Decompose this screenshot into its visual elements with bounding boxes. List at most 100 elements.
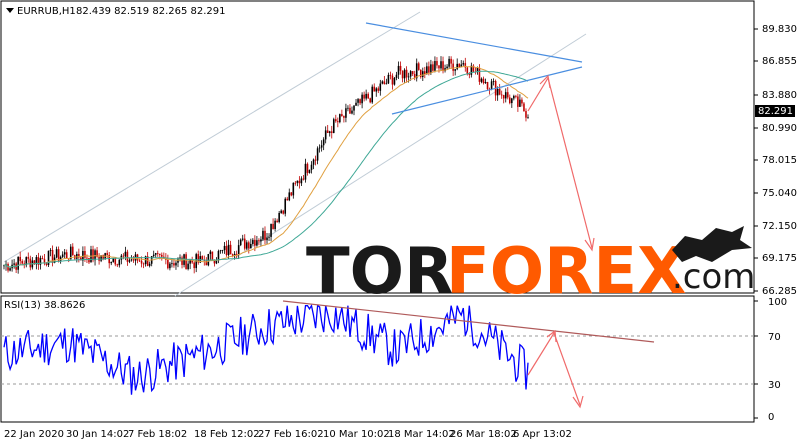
candle-body bbox=[405, 69, 408, 78]
candle-body bbox=[519, 99, 521, 107]
price-tick: 72.150 bbox=[762, 221, 797, 232]
candle-body bbox=[426, 66, 428, 75]
candle-body bbox=[324, 130, 327, 140]
candle-body bbox=[209, 251, 212, 255]
candle-body bbox=[102, 255, 104, 259]
candle-body bbox=[440, 61, 442, 69]
channel-upper-line[interactable] bbox=[3, 11, 421, 263]
candle-body bbox=[274, 220, 276, 229]
candle-body bbox=[490, 81, 493, 90]
candle-body bbox=[245, 242, 248, 249]
candle-body bbox=[128, 260, 131, 262]
candle-body bbox=[399, 65, 402, 71]
candle-body bbox=[280, 210, 282, 213]
candle-body bbox=[316, 148, 319, 161]
candle-body bbox=[320, 145, 323, 148]
price-tick: 66.285 bbox=[762, 286, 797, 297]
rsi-panel-frame bbox=[0, 295, 755, 423]
candle-body bbox=[391, 75, 394, 85]
rsi-trendline[interactable] bbox=[282, 300, 655, 343]
candle-body bbox=[254, 239, 256, 246]
candle-body bbox=[448, 58, 450, 67]
candle-body bbox=[219, 250, 222, 252]
candle-body bbox=[130, 259, 133, 261]
candle-body bbox=[375, 88, 378, 92]
candle-body bbox=[270, 223, 272, 237]
candle-body bbox=[100, 255, 102, 261]
candle-body bbox=[33, 260, 36, 265]
candle-body bbox=[140, 260, 143, 264]
candle-body bbox=[446, 66, 448, 69]
candle-body bbox=[310, 164, 313, 170]
candle-body bbox=[225, 245, 228, 256]
candle-body bbox=[41, 258, 44, 259]
svg-text:27 Feb 16:02: 27 Feb 16:02 bbox=[258, 429, 324, 440]
candle-body bbox=[371, 86, 374, 103]
svg-text:18 Feb 12:02: 18 Feb 12:02 bbox=[194, 429, 260, 440]
candle-body bbox=[152, 254, 155, 257]
svg-text:10 Mar 10:02: 10 Mar 10:02 bbox=[323, 429, 390, 440]
candle-body bbox=[154, 253, 157, 255]
price-tick: 86.855 bbox=[762, 56, 797, 67]
candle-body bbox=[88, 257, 90, 263]
candle-body bbox=[296, 180, 299, 183]
candle-body bbox=[256, 240, 258, 246]
candle-body bbox=[432, 64, 434, 71]
candle-body bbox=[476, 67, 479, 72]
candle-body bbox=[482, 78, 485, 84]
candle-body bbox=[508, 97, 511, 104]
triangle-upper-trendline[interactable] bbox=[365, 22, 583, 63]
candle-body bbox=[235, 253, 238, 255]
candle-body bbox=[521, 99, 523, 104]
candle-body bbox=[146, 256, 149, 266]
candle-body bbox=[308, 169, 311, 173]
ohlc-values: 82.439 82.519 82.265 82.291 bbox=[76, 6, 226, 17]
candle-body bbox=[205, 260, 208, 266]
candle-body bbox=[65, 252, 68, 258]
candle-body bbox=[326, 130, 329, 134]
candle-body bbox=[349, 107, 351, 114]
candle-body bbox=[124, 251, 127, 257]
candle-body bbox=[96, 250, 98, 257]
candle-body bbox=[383, 81, 386, 85]
candle-body bbox=[337, 121, 339, 123]
candle-body bbox=[71, 246, 74, 256]
candle-body bbox=[500, 94, 503, 96]
candle-body bbox=[393, 77, 396, 85]
candle-body bbox=[355, 102, 357, 106]
candle-body bbox=[381, 81, 384, 84]
time-axis: 22 Jan 2020 30 Jan 14:02 7 Feb 18:02 18 … bbox=[4, 429, 572, 440]
candle-body bbox=[351, 110, 353, 114]
candle-body bbox=[480, 78, 483, 82]
candle-body bbox=[167, 259, 169, 269]
candle-body bbox=[61, 254, 64, 257]
candle-body bbox=[76, 254, 78, 259]
candle-body bbox=[436, 61, 438, 66]
candle-body bbox=[377, 88, 380, 91]
candle-body bbox=[252, 239, 254, 244]
candle-body bbox=[223, 245, 226, 251]
triangle-lower-trendline[interactable] bbox=[391, 66, 583, 115]
candle-body bbox=[122, 255, 125, 257]
candle-body bbox=[108, 254, 111, 264]
candle-body bbox=[86, 257, 88, 259]
candle-body bbox=[298, 180, 301, 184]
candle-body bbox=[318, 147, 321, 149]
candle-body bbox=[341, 114, 343, 117]
candle-body bbox=[37, 257, 40, 265]
candle-body bbox=[19, 256, 21, 262]
candle-body bbox=[464, 63, 467, 68]
candle-body bbox=[517, 96, 519, 107]
symbol-dropdown-icon[interactable] bbox=[6, 8, 14, 13]
candle-body bbox=[454, 69, 456, 71]
candle-body bbox=[466, 67, 469, 74]
candle-body bbox=[300, 178, 303, 184]
candle-body bbox=[173, 263, 175, 266]
moving-average-slow bbox=[3, 70, 529, 268]
candle-body bbox=[504, 92, 507, 99]
candle-body bbox=[438, 65, 440, 69]
candle-body bbox=[112, 258, 115, 262]
candle-body bbox=[347, 107, 349, 109]
